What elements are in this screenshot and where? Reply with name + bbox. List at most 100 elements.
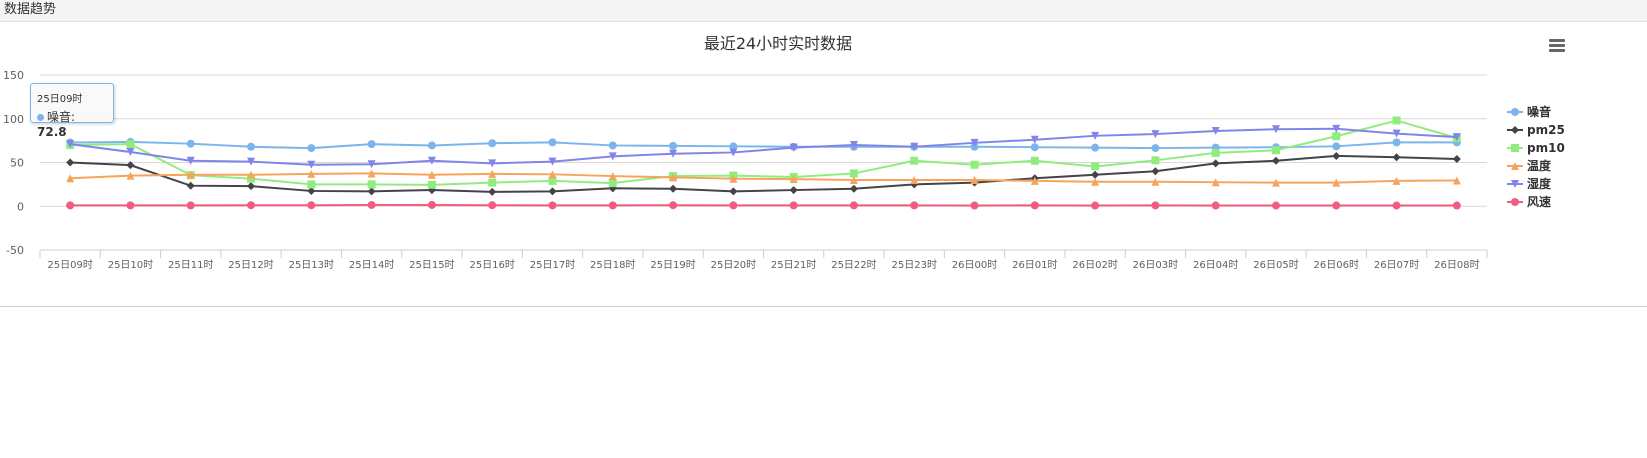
- data-point: [1452, 201, 1461, 210]
- y-tick-label: -50: [6, 244, 24, 257]
- legend-marker-icon: [1511, 162, 1519, 170]
- x-tick-label: 25日20时: [711, 259, 756, 271]
- series-line: [70, 203, 1457, 207]
- data-point: [1091, 170, 1100, 179]
- y-tick-label: 150: [3, 69, 24, 82]
- data-point: [1332, 142, 1341, 151]
- data-point: [669, 149, 678, 158]
- data-point: [367, 200, 376, 209]
- y-tick-label: 50: [10, 157, 24, 170]
- data-point: [1211, 159, 1220, 168]
- x-tick-label: 25日17时: [530, 259, 575, 271]
- data-point: [1392, 201, 1401, 210]
- data-point: [729, 187, 738, 196]
- x-tick-label: 26日03时: [1133, 259, 1178, 271]
- panel-header: 数据趋势: [0, 0, 1647, 22]
- data-point: [669, 173, 678, 182]
- data-point: [1392, 138, 1401, 147]
- chart-menu-icon[interactable]: [1549, 39, 1565, 53]
- data-point: [548, 157, 557, 166]
- data-point: [548, 170, 557, 179]
- data-point: [1271, 178, 1280, 187]
- legend-item-湿度[interactable]: 湿度: [1507, 176, 1552, 191]
- data-point: [186, 156, 195, 165]
- legend-item-风速[interactable]: 风速: [1507, 194, 1551, 209]
- data-point: [729, 174, 738, 183]
- data-point: [427, 170, 436, 179]
- chart-tooltip: 25日09时 噪音: 72.8: [30, 83, 114, 139]
- data-point: [1091, 162, 1100, 171]
- x-tick-label: 26日06时: [1314, 259, 1359, 271]
- series-line: [70, 119, 1458, 186]
- x-tick-label: 25日18时: [590, 259, 635, 271]
- data-point: [1392, 176, 1401, 185]
- data-point: [66, 201, 75, 210]
- data-point: [247, 157, 256, 166]
- x-tick-label: 26日01时: [1012, 259, 1057, 271]
- series-line: [70, 140, 1457, 150]
- legend-item-pm25[interactable]: pm25: [1507, 123, 1565, 137]
- series-line: [70, 154, 1457, 193]
- tooltip-category: 25日09时: [37, 94, 83, 105]
- data-point: [1452, 176, 1461, 185]
- data-point: [367, 180, 376, 189]
- legend-label: 湿度: [1527, 176, 1552, 191]
- data-point: [1030, 143, 1039, 152]
- x-tick-label: 26日04时: [1193, 259, 1238, 271]
- data-point: [548, 201, 557, 210]
- data-point: [488, 139, 497, 148]
- data-point: [307, 169, 316, 178]
- data-point: [186, 139, 195, 148]
- legend-marker-icon: [1511, 198, 1519, 206]
- data-point: [789, 186, 798, 195]
- data-point: [1271, 201, 1280, 210]
- data-point: [669, 201, 678, 210]
- data-point: [1151, 167, 1160, 176]
- tooltip-marker-icon: [37, 114, 44, 121]
- data-point: [247, 182, 256, 191]
- data-point: [1030, 135, 1039, 144]
- legend-label: 温度: [1527, 158, 1552, 173]
- data-point: [66, 140, 75, 149]
- data-point: [247, 201, 256, 210]
- data-point: [247, 142, 256, 151]
- data-point: [427, 156, 436, 165]
- data-point: [910, 201, 919, 210]
- data-point: [1452, 133, 1461, 142]
- legend-label: 风速: [1527, 194, 1551, 209]
- x-tick-label: 26日08时: [1434, 259, 1479, 271]
- data-point: [1332, 124, 1341, 133]
- data-point: [1452, 155, 1461, 163]
- data-point: [849, 201, 858, 210]
- data-point: [789, 175, 798, 184]
- data-point: [307, 180, 316, 189]
- data-point: [307, 201, 316, 210]
- legend-item-温度[interactable]: 温度: [1507, 158, 1552, 173]
- data-point: [608, 179, 617, 188]
- data-point: [608, 141, 617, 150]
- data-point: [1151, 201, 1160, 210]
- tooltip-value: 72.8: [37, 125, 67, 139]
- data-point: [1091, 201, 1100, 210]
- data-point: [729, 142, 738, 151]
- chart-panel: [0, 23, 1647, 307]
- data-point: [66, 174, 75, 183]
- data-point: [427, 141, 436, 150]
- data-point: [307, 186, 316, 195]
- legend-item-pm10[interactable]: pm10: [1507, 141, 1565, 155]
- data-point: [970, 201, 979, 210]
- data-point: [1211, 201, 1220, 210]
- data-point: [669, 141, 678, 150]
- data-point: [789, 201, 798, 210]
- data-point: [1091, 143, 1100, 152]
- legend-item-噪音[interactable]: 噪音: [1507, 104, 1551, 119]
- data-point: [669, 184, 678, 193]
- data-point: [488, 187, 497, 196]
- x-tick-label: 25日12时: [228, 259, 273, 271]
- data-point: [910, 156, 919, 165]
- data-point: [307, 160, 316, 169]
- x-tick-label: 25日11时: [168, 259, 213, 271]
- data-point: [548, 187, 557, 196]
- x-tick-label: 25日15时: [409, 259, 454, 271]
- series-line: [70, 127, 1457, 166]
